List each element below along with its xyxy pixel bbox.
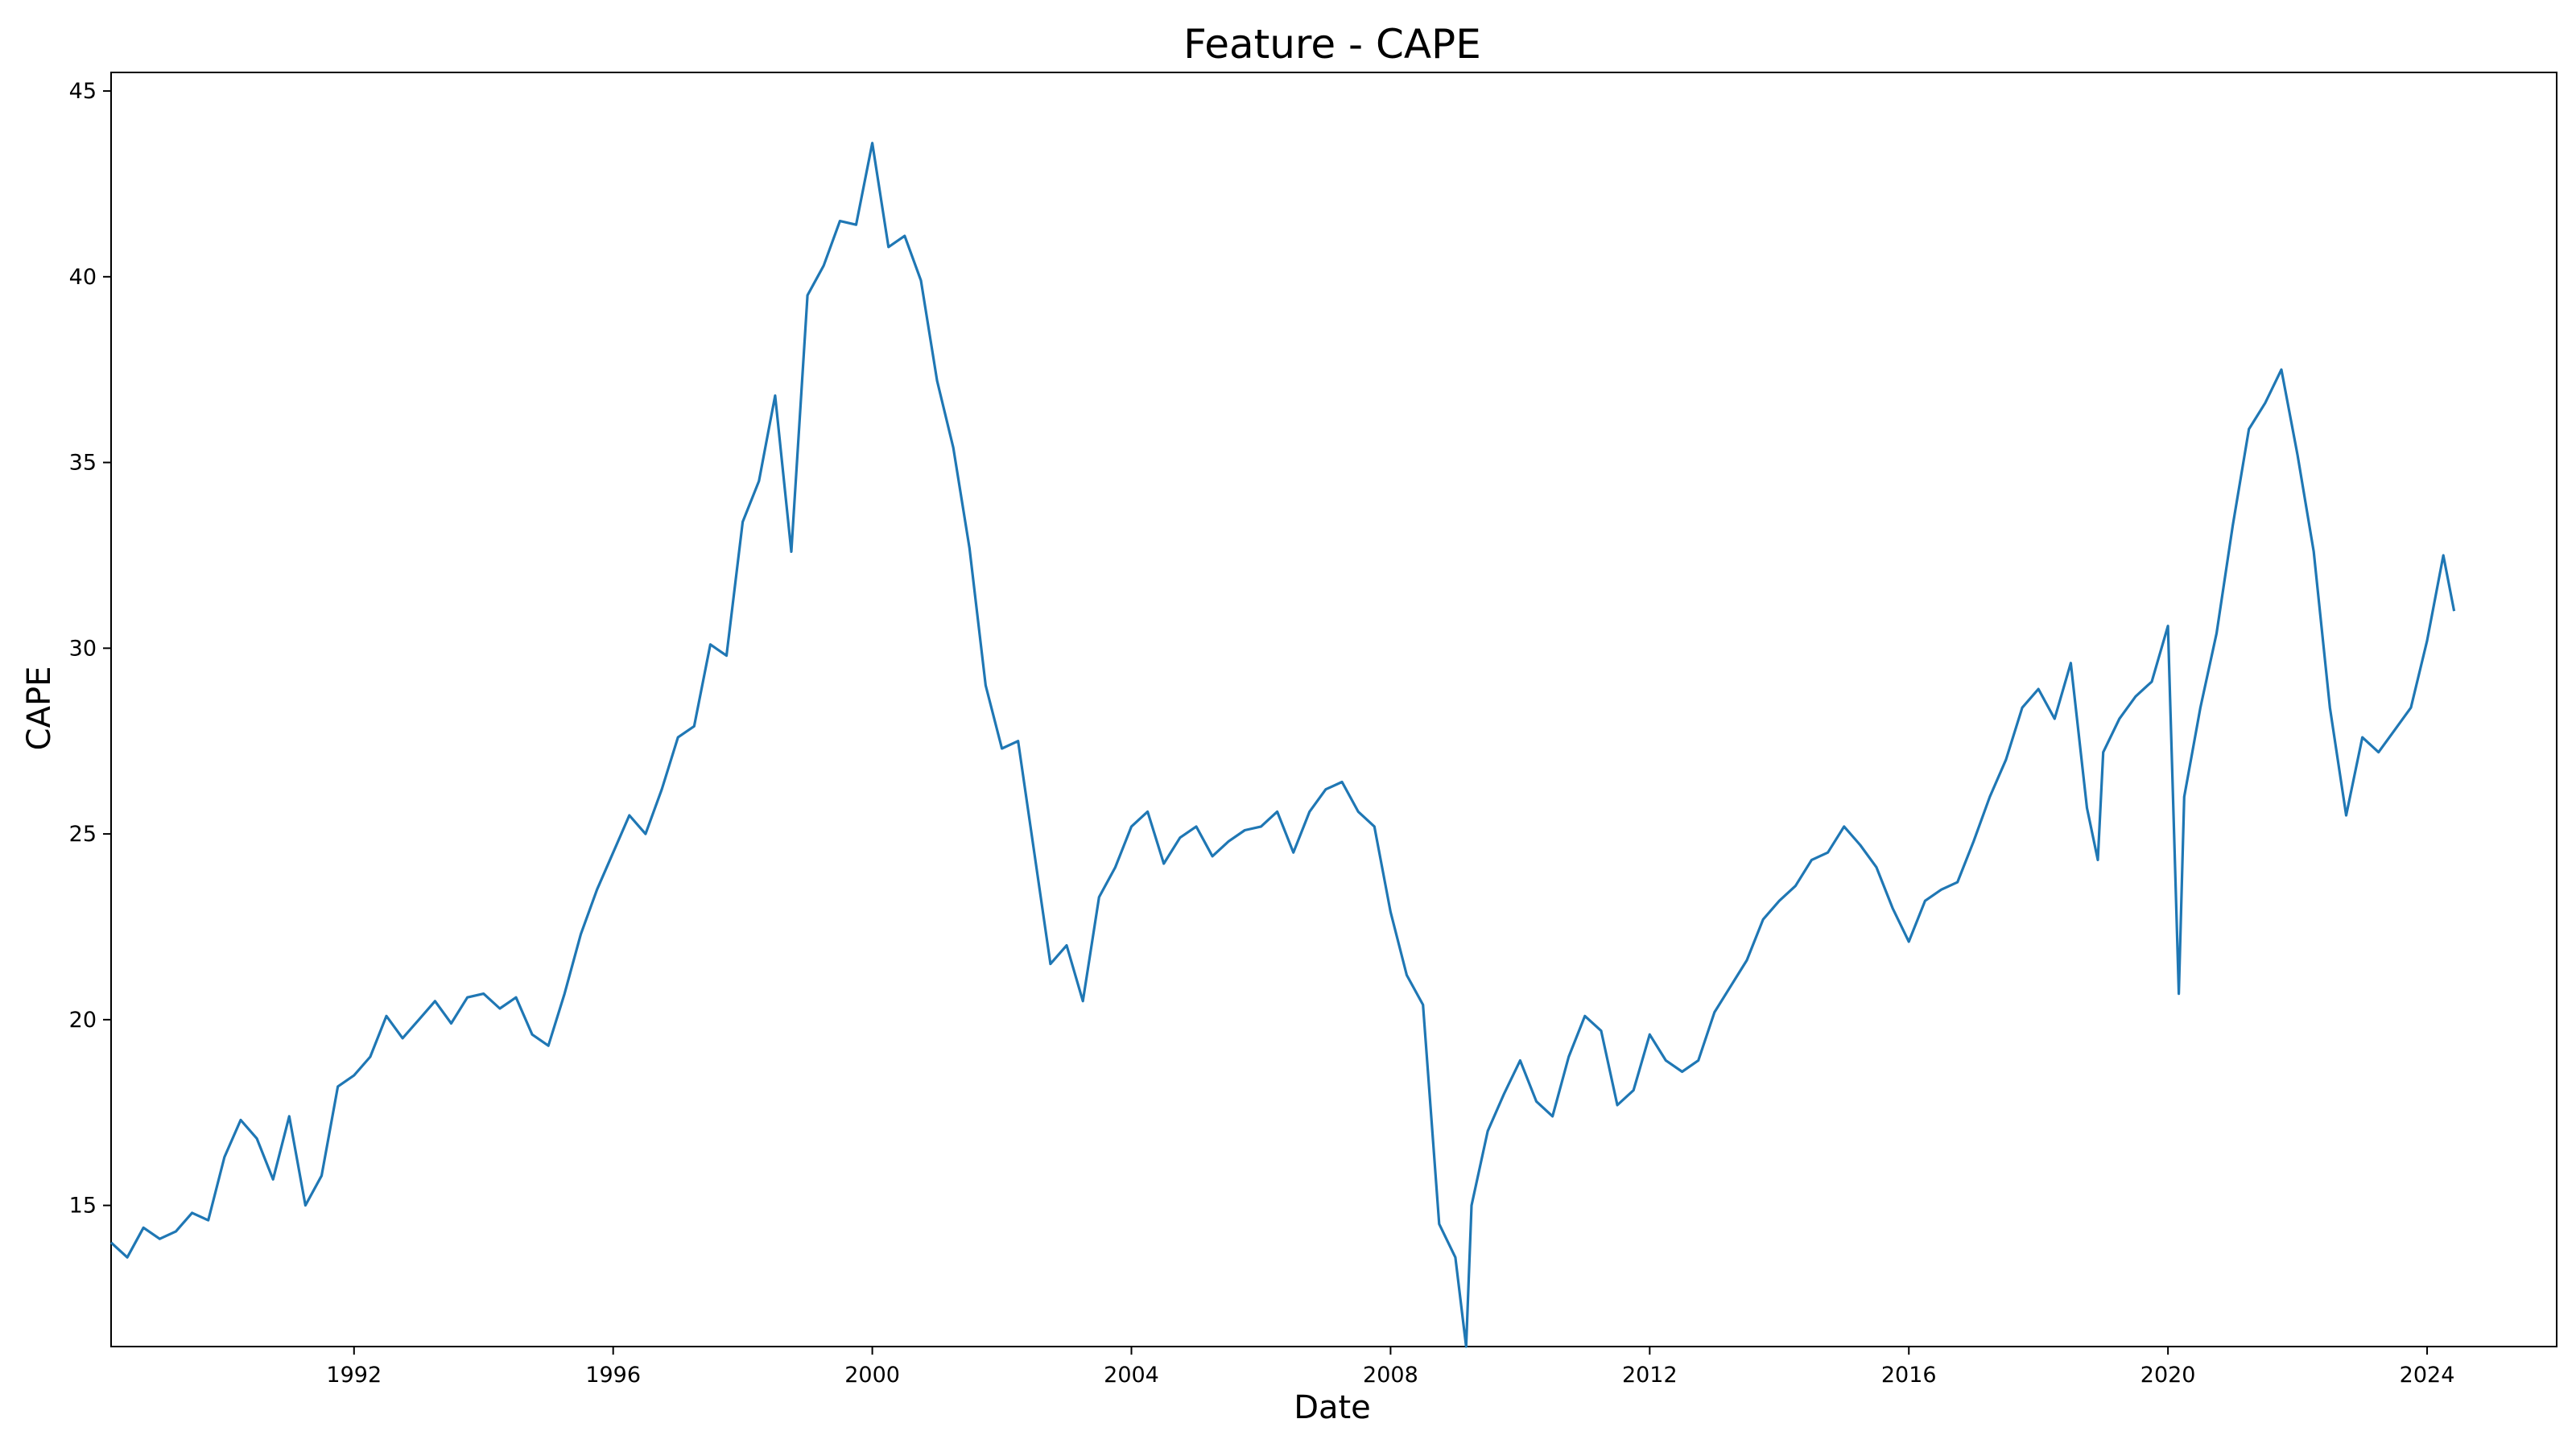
x-tick-label: 2004 — [1104, 1363, 1159, 1388]
y-axis-label: CAPE — [21, 666, 58, 751]
y-tick-label: 15 — [69, 1194, 97, 1219]
y-tick-label: 40 — [69, 265, 97, 290]
x-axis: 1992 1996 2000 2004 2008 2012 2016 2020 2024 — [326, 1347, 2454, 1388]
y-axis: 15 20 25 30 35 40 45 — [69, 79, 111, 1219]
plot-frame — [110, 72, 2557, 1347]
y-tick-label: 20 — [69, 1008, 97, 1033]
x-tick-label: 1992 — [326, 1363, 382, 1388]
x-tick-label: 2016 — [1881, 1363, 1937, 1388]
x-tick-label: 2008 — [1363, 1363, 1418, 1388]
x-tick-label: 2012 — [1622, 1363, 1678, 1388]
y-tick-label: 45 — [69, 79, 97, 104]
x-tick-label: 2020 — [2140, 1363, 2196, 1388]
y-tick-label: 30 — [69, 636, 97, 661]
x-axis-label: Date — [1294, 1389, 1371, 1426]
y-tick-label: 35 — [69, 451, 97, 476]
cape-series-line — [109, 142, 2456, 1348]
x-tick-label: 2000 — [844, 1363, 900, 1388]
x-tick-label: 1996 — [585, 1363, 641, 1388]
x-tick-label: 2024 — [2400, 1363, 2455, 1388]
chart-title: Feature - CAPE — [1183, 21, 1481, 68]
y-tick-label: 25 — [69, 822, 97, 847]
